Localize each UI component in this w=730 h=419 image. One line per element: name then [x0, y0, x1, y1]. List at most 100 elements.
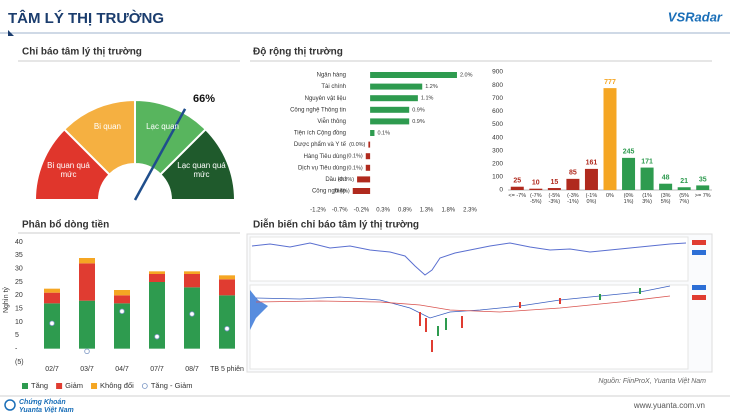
bar — [603, 88, 617, 190]
x-tick-label: 2.3% — [463, 208, 477, 214]
x-tick-label: TB 5 phiên — [210, 366, 244, 373]
x-tick-label: (-7% -5%) — [529, 193, 542, 206]
y-tick-label: 600 — [492, 108, 503, 115]
value-label: 161 — [586, 160, 598, 167]
y-tick-label: 400 — [492, 134, 503, 141]
bar — [370, 95, 418, 102]
bar — [622, 157, 636, 190]
section-title: Độ rộng thị trường — [253, 47, 343, 58]
legend-label: Tăng - Giảm — [151, 381, 193, 390]
x-tick-label: <= -7% — [508, 193, 527, 199]
value-label: 2.0% — [460, 72, 473, 78]
bar — [510, 186, 524, 190]
bar-segment — [114, 295, 130, 304]
gauge-label: Bi quan — [93, 122, 121, 132]
y-tick-label: 20 — [15, 292, 23, 299]
legend-swatch — [56, 383, 63, 389]
value-label: 0.9% — [412, 119, 425, 125]
y-tick-label: 300 — [492, 147, 503, 154]
x-tick-label: -0.2% — [354, 208, 370, 214]
y-tick-label: 700 — [492, 95, 503, 102]
category-label: Công nghiệp — [312, 189, 347, 195]
bar — [370, 106, 410, 113]
bar-segment — [219, 275, 235, 280]
category-label: Tiện ích Cộng đồng — [294, 131, 346, 137]
bar-segment — [44, 292, 60, 304]
bar-segment — [219, 295, 235, 349]
bar-segment — [79, 258, 95, 264]
footer-logo: Yuanta Việt Nam — [19, 407, 74, 414]
bar-segment — [149, 274, 165, 282]
section-title: Phân bổ dòng tiền — [22, 219, 109, 231]
y-tick-label: 500 — [492, 121, 503, 128]
x-tick-label: 08/7 — [185, 366, 199, 373]
bar — [547, 188, 561, 190]
value-label: (0.0%) — [349, 142, 365, 148]
legend-swatch — [22, 383, 28, 389]
bar — [365, 153, 371, 160]
y-tick-label: 800 — [492, 82, 503, 89]
legend-swatch — [91, 383, 98, 389]
footer-url: www.yuanta.com.vn — [633, 401, 705, 410]
difference-dot — [189, 311, 195, 317]
gauge-label: Bi quan quá mức — [47, 161, 90, 180]
legend-label: Giảm — [65, 381, 83, 390]
value-label: 1.2% — [425, 84, 438, 90]
gauge-label: Lạc quan — [146, 122, 179, 132]
x-tick-label: (5% 7%) — [679, 193, 690, 206]
bar-segment — [149, 282, 165, 349]
category-label: Tài chính — [321, 84, 346, 90]
value-label: 10 — [532, 180, 540, 187]
gauge-segment — [159, 127, 237, 201]
bar — [566, 178, 580, 190]
difference-dot — [49, 320, 55, 327]
value-label: 21 — [680, 178, 688, 185]
x-tick-label: 1.8% — [441, 208, 455, 214]
y-tick-label: 30 — [15, 266, 23, 273]
difference-dot — [119, 308, 125, 315]
bar-segment — [184, 287, 200, 349]
category-label: Công nghệ Thông tin — [290, 107, 346, 113]
gauge-needle — [133, 108, 187, 201]
legend-swatch — [141, 383, 148, 389]
difference-dot — [154, 333, 160, 340]
category-label: Hàng Tiêu dùng — [304, 154, 346, 160]
bar-segment — [79, 300, 95, 349]
value-label: (0.1%) — [347, 154, 363, 160]
category-label: Nguyên vật liệu — [305, 96, 346, 102]
x-tick-label: (0% 1%) — [623, 193, 634, 206]
x-tick-label: (-3% -1%) — [567, 193, 579, 206]
y-tick-label: (5) — [15, 359, 24, 366]
value-label: 0.9% — [412, 107, 425, 113]
logo: VSRadar — [668, 9, 723, 24]
x-tick-label: 0% — [606, 193, 614, 199]
gauge-value-label: 66% — [193, 93, 215, 105]
legend-label: Không đổi — [100, 381, 134, 390]
gauge-label: Lạc quan quá mức — [177, 161, 226, 180]
bar-segment — [44, 288, 60, 293]
value-label: 1.1% — [421, 96, 434, 102]
bar — [370, 118, 410, 125]
x-tick-label: -0.7% — [332, 208, 348, 214]
x-tick-label: (-1% 0%) — [585, 193, 598, 206]
difference-dot — [84, 348, 90, 355]
value-label: (0.4%) — [334, 188, 350, 194]
bar-segment — [184, 274, 200, 288]
value-label: 35 — [699, 176, 707, 183]
category-label: Ngân hàng — [317, 73, 346, 79]
y-tick-label: 15 — [15, 306, 23, 313]
value-label: 25 — [513, 178, 521, 185]
header-icon — [8, 30, 14, 36]
source-note: Nguồn: FiinProX, Yuanta Việt Nam — [598, 376, 706, 385]
y-axis-title: Nghìn tỷ — [3, 286, 10, 313]
y-tick-label: 40 — [15, 239, 23, 246]
value-label: 0.1% — [377, 130, 390, 136]
bar — [370, 72, 457, 78]
value-label: (0.3%) — [338, 177, 354, 183]
bar-segment — [149, 271, 165, 274]
y-tick-label: 25 — [15, 279, 23, 286]
bar — [370, 83, 423, 90]
value-label: 15 — [550, 179, 558, 186]
bar — [365, 164, 371, 171]
